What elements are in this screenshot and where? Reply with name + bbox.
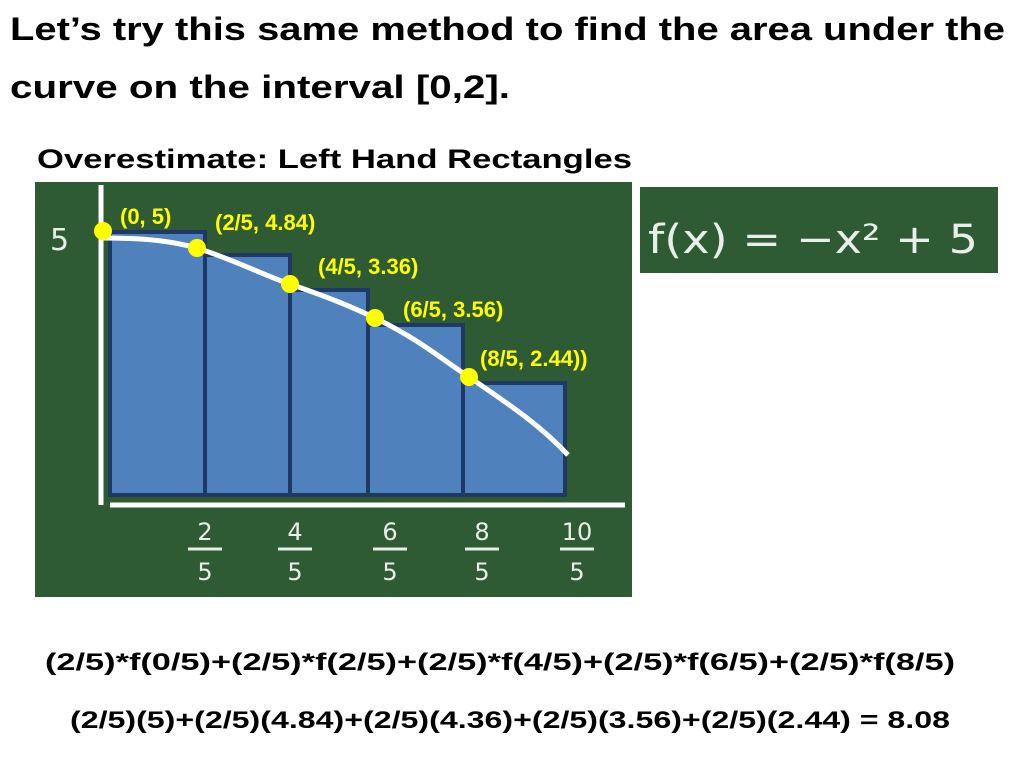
x-label-denominator: 5 bbox=[382, 558, 397, 586]
y-label: 5 bbox=[50, 223, 69, 258]
points bbox=[94, 222, 478, 386]
point-label: (6/5, 3.56) bbox=[403, 297, 503, 322]
x-label-numerator: 6 bbox=[382, 518, 397, 546]
point bbox=[281, 275, 299, 293]
x-label-denominator: 5 bbox=[569, 558, 584, 586]
x-label-numerator: 8 bbox=[474, 518, 489, 546]
rectangles bbox=[108, 230, 567, 497]
x-label-numerator: 4 bbox=[287, 518, 302, 546]
x-label-denominator: 5 bbox=[287, 558, 302, 586]
board-heading: Overestimate: Left Hand Rectangles bbox=[37, 144, 632, 174]
rectangle bbox=[461, 381, 567, 497]
rectangle bbox=[203, 253, 292, 497]
function: f(x) = −x² + 5 bbox=[648, 217, 978, 263]
equation: (2/5)*f(0/5)+(2/5)*f(2/5)+(2/5)*f(4/5)+(… bbox=[45, 649, 955, 676]
x-label-denominator: 5 bbox=[197, 558, 212, 586]
point bbox=[94, 222, 112, 240]
x-label-numerator: 10 bbox=[562, 518, 593, 546]
point-label: (0, 5) bbox=[120, 204, 171, 229]
point bbox=[366, 309, 384, 327]
title-line: Let’s try this same method to find the a… bbox=[10, 11, 1005, 47]
point-label: (2/5, 4.84) bbox=[215, 210, 315, 235]
x-label-denominator: 5 bbox=[474, 558, 489, 586]
point bbox=[460, 368, 478, 386]
point-label: (8/5, 2.44)) bbox=[480, 346, 588, 371]
x-label-numerator: 2 bbox=[197, 518, 212, 546]
x-labels: 2 5 4 5 6 5 8 5 10 5 bbox=[188, 518, 594, 586]
rectangle bbox=[288, 288, 370, 497]
rectangle bbox=[108, 230, 207, 497]
equation: (2/5)(5)+(2/5)(4.84)+(2/5)(4.36)+(2/5)(3… bbox=[70, 707, 950, 734]
point-label: (4/5, 3.36) bbox=[318, 254, 418, 279]
rectangle bbox=[366, 323, 465, 497]
point bbox=[188, 239, 206, 257]
title-line: curve on the interval [0,2]. bbox=[10, 69, 510, 105]
function-board bbox=[640, 187, 998, 273]
